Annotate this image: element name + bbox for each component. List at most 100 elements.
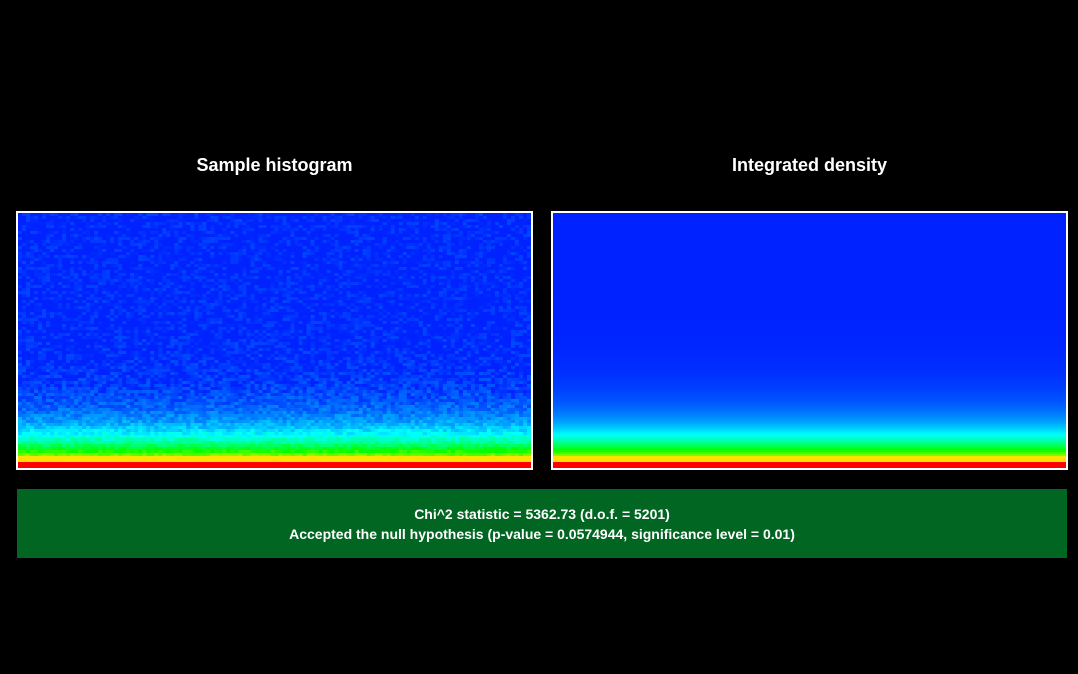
sample-histogram-cell (298, 294, 304, 298)
sample-histogram-cell (38, 237, 43, 241)
sample-histogram-cell (398, 327, 404, 331)
sample-histogram-cell (130, 297, 135, 301)
sample-histogram-cell (290, 315, 296, 319)
sample-histogram-cell (274, 243, 280, 247)
sample-histogram-cell (110, 258, 115, 262)
sample-histogram-cell (430, 213, 436, 217)
sample-histogram-cell (226, 300, 232, 304)
sample-histogram-cell (426, 306, 432, 310)
sample-histogram-cell (190, 327, 195, 331)
sample-histogram-cell (514, 309, 520, 313)
sample-histogram-cell (242, 255, 248, 259)
sample-histogram-cell (254, 297, 260, 301)
sample-histogram-cell (50, 237, 55, 241)
sample-histogram-cell (82, 219, 87, 223)
sample-histogram-cell (458, 216, 464, 220)
sample-histogram-cell (370, 222, 376, 226)
sample-histogram-cell (434, 219, 440, 223)
sample-histogram-cell (18, 306, 23, 310)
sample-histogram-cell (210, 216, 215, 220)
sample-histogram-cell (494, 231, 500, 235)
sample-histogram-cell (282, 279, 288, 283)
sample-histogram-cell (486, 291, 492, 295)
sample-histogram-cell (298, 255, 304, 259)
sample-histogram-cell (358, 279, 364, 283)
sample-histogram-cell (506, 321, 512, 325)
sample-histogram-cell (474, 243, 480, 247)
sample-histogram-cell (498, 249, 504, 253)
sample-histogram-cell (334, 306, 340, 310)
sample-histogram-cell (94, 258, 99, 262)
sample-histogram-cell (298, 249, 304, 253)
sample-histogram-cell (18, 273, 23, 277)
sample-histogram-cell (282, 306, 288, 310)
sample-histogram-cell (46, 267, 51, 271)
sample-histogram-cell (402, 228, 408, 232)
sample-histogram-cell (82, 249, 87, 253)
sample-histogram-cell (306, 318, 312, 322)
sample-histogram-cell (274, 315, 280, 319)
sample-histogram-cell (258, 324, 264, 328)
sample-histogram-cell (486, 261, 492, 265)
sample-histogram-cell (70, 216, 75, 220)
sample-histogram-cell (262, 300, 268, 304)
sample-histogram-cell (506, 222, 512, 226)
sample-histogram-cell (314, 243, 320, 247)
sample-histogram-cell (166, 318, 171, 322)
sample-histogram-cell (82, 264, 87, 268)
sample-histogram-cell (98, 216, 103, 220)
sample-histogram-cell (462, 246, 468, 250)
sample-histogram-cell (490, 255, 496, 259)
sample-histogram-cell (330, 327, 336, 331)
sample-histogram-cell (362, 288, 368, 292)
sample-histogram-cell (118, 288, 123, 292)
sample-histogram-cell (222, 273, 228, 277)
sample-histogram-cell (250, 219, 256, 223)
sample-histogram-cell (186, 219, 191, 223)
sample-histogram-cell (166, 297, 171, 301)
sample-histogram-cell (298, 288, 304, 292)
sample-histogram-cell (110, 216, 115, 220)
sample-histogram-cell (346, 225, 352, 229)
sample-histogram-cell (446, 270, 452, 274)
sample-histogram-cell (358, 321, 364, 325)
sample-histogram-cell (174, 288, 179, 292)
sample-histogram-cell (282, 216, 288, 220)
sample-histogram-cell (186, 324, 191, 328)
sample-histogram-cell (366, 213, 372, 217)
sample-histogram-cell (134, 231, 139, 235)
sample-histogram-cell (442, 234, 448, 238)
sample-histogram-cell (338, 282, 344, 286)
sample-histogram-cell (82, 246, 87, 250)
sample-histogram-cell (150, 318, 155, 322)
sample-histogram-cell (46, 222, 51, 226)
sample-histogram-cell (166, 270, 171, 274)
sample-histogram-cell (378, 264, 384, 268)
sample-histogram-cell (526, 270, 531, 274)
sample-histogram-cell (134, 312, 139, 316)
sample-histogram-cell (342, 222, 348, 226)
sample-histogram-cell (358, 267, 364, 271)
sample-histogram-cell (338, 258, 344, 262)
sample-histogram-cell (158, 327, 163, 331)
sample-histogram-cell (198, 267, 203, 271)
sample-histogram-cell (78, 225, 83, 229)
sample-histogram-cell (66, 225, 71, 229)
sample-histogram-cell (106, 312, 111, 316)
sample-histogram-cell (286, 261, 292, 265)
sample-histogram-cell (110, 324, 115, 328)
sample-histogram-cell (198, 237, 203, 241)
sample-histogram-cell (386, 237, 392, 241)
sample-histogram-cell (42, 279, 47, 283)
sample-histogram-cell (242, 300, 248, 304)
sample-histogram-cell (106, 213, 111, 217)
sample-histogram-cell (318, 264, 324, 268)
sample-histogram-cell (214, 222, 219, 226)
sample-histogram-cell (362, 249, 368, 253)
sample-histogram-cell (246, 309, 252, 313)
sample-histogram-cell (78, 267, 83, 271)
sample-histogram-cell (78, 312, 83, 316)
sample-histogram-cell (238, 237, 244, 241)
sample-histogram-cell (166, 306, 171, 310)
sample-histogram-cell (122, 249, 127, 253)
